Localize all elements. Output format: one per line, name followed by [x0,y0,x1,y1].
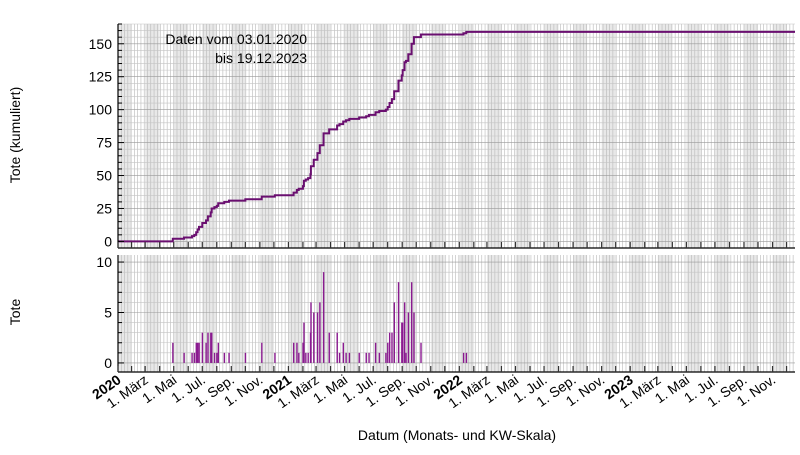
daily-deaths-bar [405,352,407,363]
daily-deaths-bar [403,302,406,363]
y-tick-label: 75 [96,135,112,151]
y-tick-label: 0 [104,355,112,371]
daily-deaths-bar [402,322,404,363]
daily-deaths-bar [336,332,338,363]
daily-deaths-bar [393,302,396,363]
bottom-plot-background [117,255,795,372]
daily-deaths-bar [388,332,391,363]
month-shade [544,255,559,372]
daily-deaths-bar [210,332,212,363]
daily-deaths-bar [368,352,370,363]
daily-deaths-bar [274,352,276,363]
daily-deaths-bar [228,352,230,363]
daily-deaths-bar [420,342,422,363]
daily-deaths-bars [172,272,468,363]
daily-deaths-bar [216,352,218,363]
daily-deaths-bar [348,352,351,363]
daily-deaths-bar [302,342,304,363]
daily-deaths-bar [401,322,403,363]
month-shade [231,255,246,372]
y-tick-label: 0 [104,233,112,249]
daily-deaths-bar [307,352,309,363]
bottom-y-axis-label: Tote [7,299,23,326]
daily-deaths-bar [378,352,381,363]
daily-deaths-bar [205,342,207,363]
y-tick-label: 5 [104,304,112,320]
annotation-line-2: bis 19.12.2023 [215,50,307,66]
y-tick-label: 25 [96,200,112,216]
daily-deaths-bar [385,352,387,363]
daily-deaths-bar [387,342,389,363]
month-shade [173,255,189,372]
daily-deaths-bar [244,352,247,363]
daily-deaths-bar [191,352,193,363]
daily-deaths-bar [465,352,468,363]
daily-deaths-bar [374,342,377,363]
month-shade [772,255,787,372]
daily-deaths-bar [410,282,413,363]
annotation-line-1: Daten vom 03.01.2020 [165,31,307,47]
daily-deaths-bar [172,342,174,363]
daily-deaths-bar [196,342,199,363]
daily-deaths-bar [397,282,400,363]
daily-deaths-bar [391,332,393,363]
daily-deaths-bar [217,342,219,363]
daily-deaths-bar [310,302,312,363]
y-tick-label: 100 [89,102,113,118]
daily-deaths-bar [345,352,347,363]
y-axis-ticks: 0 25 50 75 100 125 150 0 5 10 [89,23,124,371]
daily-deaths-bar [407,312,410,363]
daily-deaths-bar [365,352,367,363]
x-axis-label: Datum (Monats- und KW-Skala) [358,427,556,443]
daily-deaths-bar [305,352,307,363]
top-plot-background [117,23,795,249]
daily-deaths-bar [201,332,204,363]
y-tick-label: 125 [89,69,113,85]
y-tick-label: 50 [96,168,112,184]
daily-deaths-bar [207,332,209,363]
month-shade [601,255,616,372]
month-shade [714,255,730,372]
top-y-axis-label: Tote (kumuliert) [7,87,23,183]
daily-deaths-bar [183,352,185,363]
daily-deaths-bar [338,352,341,363]
daily-deaths-bar [316,312,319,363]
daily-deaths-bar [223,352,226,363]
daily-deaths-bar [195,342,197,363]
month-shade [486,255,502,372]
month-shade [288,255,303,372]
daily-deaths-bar [213,352,216,363]
daily-deaths-bar [292,342,295,363]
month-shade [743,255,759,372]
daily-deaths-bar [261,342,263,363]
daily-deaths-bar [313,312,315,363]
daily-deaths-bar [358,352,360,363]
daily-deaths-bar [413,312,415,363]
daily-deaths-bar [198,342,200,363]
daily-deaths-bar [296,342,298,363]
daily-deaths-bar [211,332,213,363]
daily-deaths-bar [298,352,300,363]
cumulative-deaths-line [118,30,795,243]
daily-deaths-bar [193,352,196,363]
daily-deaths-bar [319,302,321,363]
daily-deaths-bar [462,352,465,363]
daily-deaths-bar [303,322,305,363]
month-shade [686,255,701,372]
daily-deaths-bar [322,272,325,363]
daily-deaths-bar [328,332,330,363]
y-tick-label: 150 [89,36,113,52]
daily-deaths-bar [342,342,344,363]
y-tick-label: 10 [96,254,112,270]
